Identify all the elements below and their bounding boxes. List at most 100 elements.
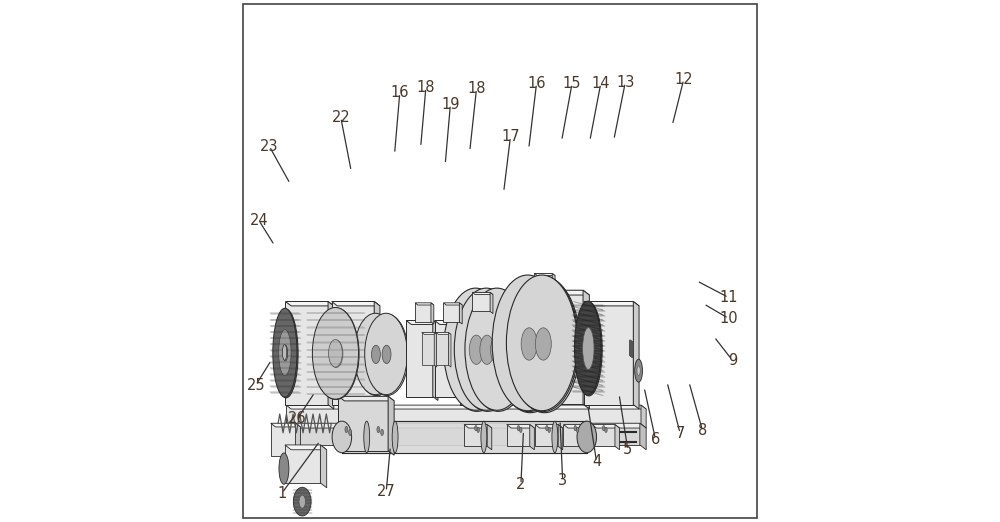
Ellipse shape: [329, 339, 342, 367]
Text: 15: 15: [563, 76, 581, 91]
Text: 3: 3: [558, 473, 567, 488]
Ellipse shape: [493, 276, 564, 412]
Polygon shape: [460, 310, 529, 314]
Polygon shape: [285, 445, 320, 483]
Ellipse shape: [349, 429, 352, 435]
Ellipse shape: [576, 428, 579, 433]
Polygon shape: [285, 302, 334, 306]
Polygon shape: [523, 290, 589, 295]
Polygon shape: [285, 423, 640, 445]
Ellipse shape: [574, 425, 577, 431]
Ellipse shape: [546, 425, 548, 431]
Polygon shape: [640, 423, 646, 450]
Polygon shape: [535, 424, 558, 446]
Ellipse shape: [312, 307, 359, 399]
Text: 2: 2: [516, 477, 526, 492]
Ellipse shape: [509, 277, 580, 413]
Polygon shape: [530, 424, 534, 450]
Polygon shape: [641, 405, 646, 428]
Ellipse shape: [480, 335, 494, 364]
Polygon shape: [552, 274, 555, 294]
Polygon shape: [406, 321, 433, 397]
Text: 22: 22: [331, 110, 350, 125]
Text: 27: 27: [377, 484, 396, 499]
Polygon shape: [633, 302, 639, 409]
Ellipse shape: [392, 421, 398, 453]
Polygon shape: [286, 405, 646, 409]
Ellipse shape: [364, 421, 370, 453]
Ellipse shape: [492, 275, 563, 411]
Ellipse shape: [299, 495, 305, 508]
Polygon shape: [328, 302, 334, 409]
Ellipse shape: [381, 429, 383, 435]
Ellipse shape: [377, 426, 380, 433]
Text: 4: 4: [592, 455, 601, 469]
Ellipse shape: [481, 421, 487, 453]
Polygon shape: [592, 424, 615, 446]
Polygon shape: [431, 303, 434, 324]
Ellipse shape: [280, 330, 292, 376]
Ellipse shape: [552, 421, 558, 453]
Text: 16: 16: [391, 86, 409, 100]
Ellipse shape: [456, 289, 520, 411]
Ellipse shape: [605, 428, 607, 433]
Ellipse shape: [366, 314, 408, 396]
Polygon shape: [523, 290, 583, 404]
Polygon shape: [285, 423, 646, 428]
Text: 7: 7: [675, 426, 685, 441]
Polygon shape: [472, 292, 493, 294]
Polygon shape: [592, 424, 620, 428]
Text: 10: 10: [719, 311, 738, 326]
Text: 16: 16: [527, 76, 546, 91]
Text: 24: 24: [250, 213, 268, 228]
Ellipse shape: [583, 328, 594, 370]
Text: 23: 23: [260, 139, 279, 153]
Polygon shape: [448, 333, 451, 367]
Polygon shape: [388, 396, 394, 455]
Text: 5: 5: [623, 443, 633, 457]
Polygon shape: [320, 445, 327, 488]
Polygon shape: [464, 424, 492, 428]
Polygon shape: [435, 321, 461, 397]
Polygon shape: [558, 424, 563, 450]
Polygon shape: [406, 321, 438, 325]
Ellipse shape: [506, 275, 577, 411]
Polygon shape: [415, 303, 431, 322]
Text: 6: 6: [651, 432, 660, 447]
Ellipse shape: [293, 487, 311, 516]
Polygon shape: [434, 333, 437, 367]
Ellipse shape: [282, 345, 287, 360]
Polygon shape: [271, 423, 296, 456]
Polygon shape: [435, 321, 466, 325]
Polygon shape: [490, 292, 493, 314]
Text: 9: 9: [728, 353, 737, 367]
Ellipse shape: [454, 288, 518, 410]
Text: 8: 8: [698, 423, 707, 438]
Polygon shape: [433, 321, 438, 400]
Text: 18: 18: [467, 81, 486, 96]
Text: 13: 13: [616, 75, 634, 90]
Ellipse shape: [576, 302, 602, 396]
Polygon shape: [534, 274, 555, 276]
Polygon shape: [296, 423, 300, 459]
Ellipse shape: [548, 428, 550, 433]
Polygon shape: [563, 424, 591, 428]
Ellipse shape: [465, 288, 529, 410]
Polygon shape: [422, 333, 437, 335]
Ellipse shape: [508, 276, 579, 412]
Polygon shape: [436, 333, 448, 365]
Ellipse shape: [574, 301, 601, 395]
Text: 12: 12: [674, 72, 693, 87]
Ellipse shape: [274, 309, 298, 398]
Ellipse shape: [477, 428, 479, 433]
Polygon shape: [507, 424, 534, 428]
Ellipse shape: [273, 309, 297, 397]
Polygon shape: [460, 310, 524, 405]
Ellipse shape: [445, 289, 509, 411]
Ellipse shape: [517, 425, 520, 431]
Polygon shape: [587, 424, 591, 450]
Ellipse shape: [491, 335, 505, 364]
Ellipse shape: [475, 425, 477, 431]
Polygon shape: [563, 424, 587, 446]
Text: 25: 25: [246, 378, 265, 393]
